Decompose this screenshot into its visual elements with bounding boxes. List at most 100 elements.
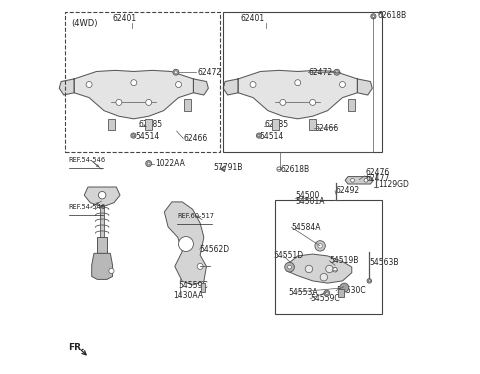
Circle shape <box>86 82 92 88</box>
Circle shape <box>250 82 256 88</box>
Text: 54559C: 54559C <box>179 281 208 290</box>
Text: 1430AA: 1430AA <box>174 291 204 300</box>
Bar <box>309 119 316 131</box>
Bar <box>108 119 115 131</box>
Circle shape <box>175 71 177 74</box>
Polygon shape <box>238 70 358 119</box>
Bar <box>272 119 279 131</box>
Circle shape <box>256 133 262 138</box>
Circle shape <box>367 279 372 283</box>
Text: FR.: FR. <box>68 343 84 352</box>
Circle shape <box>98 191 106 199</box>
Circle shape <box>305 265 312 273</box>
Circle shape <box>315 240 325 251</box>
Circle shape <box>277 167 281 171</box>
Text: 62618B: 62618B <box>377 11 406 20</box>
Text: 62476: 62476 <box>366 168 390 177</box>
Circle shape <box>351 178 354 182</box>
Text: 1129GD: 1129GD <box>379 180 409 188</box>
Bar <box>184 99 191 111</box>
Circle shape <box>318 243 323 248</box>
Circle shape <box>173 69 179 75</box>
Bar <box>201 283 204 292</box>
Polygon shape <box>74 70 193 119</box>
Circle shape <box>334 69 340 75</box>
Circle shape <box>179 237 193 251</box>
Circle shape <box>320 273 327 281</box>
Polygon shape <box>60 79 74 95</box>
Text: 54500: 54500 <box>295 191 320 200</box>
Text: 54501A: 54501A <box>295 197 324 206</box>
Polygon shape <box>358 79 372 95</box>
Text: 62618B: 62618B <box>280 165 310 174</box>
Bar <box>145 119 152 131</box>
Text: 54584A: 54584A <box>291 223 321 232</box>
Polygon shape <box>164 202 206 285</box>
Circle shape <box>288 265 291 269</box>
Polygon shape <box>287 254 352 283</box>
Text: 62477: 62477 <box>366 174 390 183</box>
Text: 62472: 62472 <box>197 68 221 77</box>
Circle shape <box>336 71 338 74</box>
Circle shape <box>364 178 368 182</box>
Polygon shape <box>193 79 208 95</box>
Circle shape <box>368 280 370 282</box>
Circle shape <box>147 162 150 165</box>
Circle shape <box>146 99 152 105</box>
Text: REF.54-546: REF.54-546 <box>69 157 106 163</box>
Circle shape <box>372 15 374 18</box>
Circle shape <box>371 14 376 19</box>
Circle shape <box>326 265 333 273</box>
Circle shape <box>116 99 122 105</box>
Bar <box>348 99 355 111</box>
Circle shape <box>340 283 349 292</box>
Circle shape <box>310 99 316 105</box>
Text: 54563B: 54563B <box>370 258 399 267</box>
Text: 62466: 62466 <box>314 124 339 133</box>
Bar <box>276 200 382 314</box>
Bar <box>338 289 344 297</box>
Text: 54551D: 54551D <box>274 251 304 260</box>
Circle shape <box>109 268 114 273</box>
Bar <box>100 206 104 237</box>
Text: 62485: 62485 <box>264 120 288 129</box>
Circle shape <box>132 134 134 137</box>
Circle shape <box>339 82 346 88</box>
Text: 54514: 54514 <box>260 132 284 141</box>
Text: 62401: 62401 <box>241 14 265 23</box>
Bar <box>65 12 219 151</box>
Bar <box>223 12 382 151</box>
Text: 62401: 62401 <box>112 14 136 23</box>
Text: 54519B: 54519B <box>329 256 359 265</box>
Text: 62485: 62485 <box>139 120 163 129</box>
Circle shape <box>258 134 260 137</box>
Text: 62466: 62466 <box>183 134 208 143</box>
Circle shape <box>333 267 337 272</box>
Text: 54530C: 54530C <box>336 286 366 295</box>
Text: 54514: 54514 <box>135 132 159 141</box>
Circle shape <box>197 263 203 269</box>
Bar <box>97 237 107 253</box>
Polygon shape <box>345 177 373 184</box>
Text: REF.54-546: REF.54-546 <box>69 204 106 210</box>
Text: (4WD): (4WD) <box>72 19 98 28</box>
Text: 54559C: 54559C <box>310 294 340 303</box>
Circle shape <box>176 82 181 88</box>
Circle shape <box>295 80 301 86</box>
Text: 54553A: 54553A <box>288 288 318 297</box>
Circle shape <box>131 133 136 138</box>
Text: 54562D: 54562D <box>200 245 230 254</box>
Circle shape <box>325 292 328 295</box>
Circle shape <box>146 160 152 166</box>
Polygon shape <box>84 187 120 206</box>
Text: 62472: 62472 <box>309 68 333 77</box>
Polygon shape <box>223 79 238 95</box>
Circle shape <box>280 99 286 105</box>
Text: 1022AA: 1022AA <box>155 159 185 168</box>
Circle shape <box>324 290 330 296</box>
Text: 62492: 62492 <box>335 186 359 195</box>
Polygon shape <box>92 253 113 279</box>
Circle shape <box>285 262 294 272</box>
Circle shape <box>131 80 137 86</box>
Text: REF.60-517: REF.60-517 <box>178 213 215 219</box>
